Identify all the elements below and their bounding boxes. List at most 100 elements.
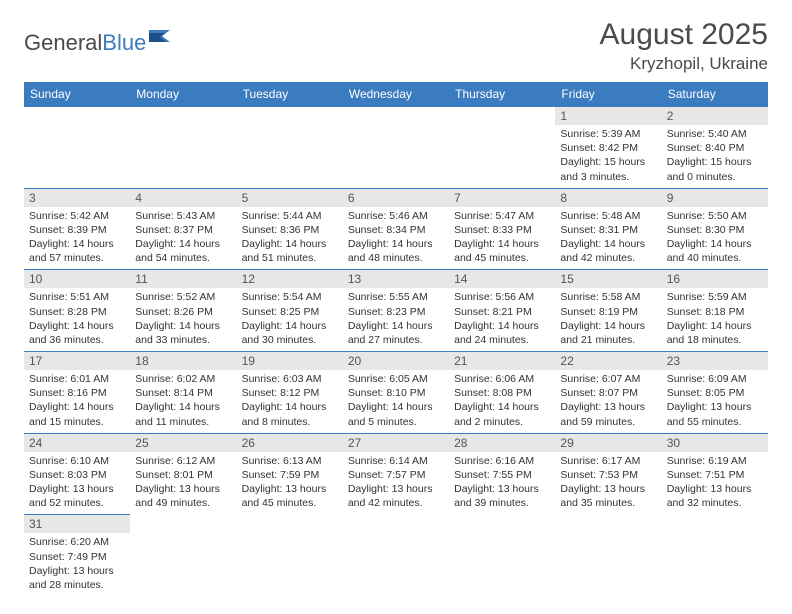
day-data: Sunrise: 5:54 AMSunset: 8:25 PMDaylight:… [237, 288, 343, 351]
day-number: 23 [662, 352, 768, 370]
sunset-text: Sunset: 8:05 PM [667, 386, 763, 400]
day-number: 15 [555, 270, 661, 288]
calendar-cell: 9Sunrise: 5:50 AMSunset: 8:30 PMDaylight… [662, 188, 768, 270]
flag-icon [148, 28, 174, 51]
sunset-text: Sunset: 8:28 PM [29, 305, 125, 319]
calendar-cell [237, 107, 343, 189]
day-number: 11 [130, 270, 236, 288]
calendar-cell: 4Sunrise: 5:43 AMSunset: 8:37 PMDaylight… [130, 188, 236, 270]
daylight-text: Daylight: 13 hours and 49 minutes. [135, 482, 231, 510]
day-number: 27 [343, 434, 449, 452]
day-number: 20 [343, 352, 449, 370]
sunset-text: Sunset: 8:10 PM [348, 386, 444, 400]
daylight-text: Daylight: 14 hours and 21 minutes. [560, 319, 656, 347]
day-data: Sunrise: 5:56 AMSunset: 8:21 PMDaylight:… [449, 288, 555, 351]
sunset-text: Sunset: 8:14 PM [135, 386, 231, 400]
month-title: August 2025 [600, 18, 768, 52]
day-data: Sunrise: 5:59 AMSunset: 8:18 PMDaylight:… [662, 288, 768, 351]
day-number: 6 [343, 189, 449, 207]
day-number: 10 [24, 270, 130, 288]
sunset-text: Sunset: 8:31 PM [560, 223, 656, 237]
daylight-text: Daylight: 14 hours and 8 minutes. [242, 400, 338, 428]
daylight-text: Daylight: 14 hours and 51 minutes. [242, 237, 338, 265]
calendar-cell: 12Sunrise: 5:54 AMSunset: 8:25 PMDayligh… [237, 270, 343, 352]
daylight-text: Daylight: 13 hours and 42 minutes. [348, 482, 444, 510]
sunset-text: Sunset: 8:40 PM [667, 141, 763, 155]
day-number: 4 [130, 189, 236, 207]
sunset-text: Sunset: 7:59 PM [242, 468, 338, 482]
calendar-cell: 22Sunrise: 6:07 AMSunset: 8:07 PMDayligh… [555, 352, 661, 434]
sunset-text: Sunset: 7:51 PM [667, 468, 763, 482]
daylight-text: Daylight: 14 hours and 45 minutes. [454, 237, 550, 265]
location-label: Kryzhopil, Ukraine [600, 54, 768, 74]
calendar-cell [449, 107, 555, 189]
sunrise-text: Sunrise: 5:40 AM [667, 127, 763, 141]
daylight-text: Daylight: 14 hours and 54 minutes. [135, 237, 231, 265]
day-number: 12 [237, 270, 343, 288]
calendar-cell: 8Sunrise: 5:48 AMSunset: 8:31 PMDaylight… [555, 188, 661, 270]
calendar-cell [343, 515, 449, 596]
calendar-table: SundayMondayTuesdayWednesdayThursdayFrid… [24, 82, 768, 596]
sunrise-text: Sunrise: 6:09 AM [667, 372, 763, 386]
daylight-text: Daylight: 13 hours and 39 minutes. [454, 482, 550, 510]
sunrise-text: Sunrise: 5:52 AM [135, 290, 231, 304]
day-data: Sunrise: 5:51 AMSunset: 8:28 PMDaylight:… [24, 288, 130, 351]
day-data: Sunrise: 6:13 AMSunset: 7:59 PMDaylight:… [237, 452, 343, 515]
calendar-cell: 24Sunrise: 6:10 AMSunset: 8:03 PMDayligh… [24, 433, 130, 515]
day-number: 25 [130, 434, 236, 452]
sunset-text: Sunset: 8:07 PM [560, 386, 656, 400]
day-data: Sunrise: 6:09 AMSunset: 8:05 PMDaylight:… [662, 370, 768, 433]
weekday-header: Sunday [24, 82, 130, 107]
sunset-text: Sunset: 8:25 PM [242, 305, 338, 319]
calendar-cell: 15Sunrise: 5:58 AMSunset: 8:19 PMDayligh… [555, 270, 661, 352]
day-number: 31 [24, 515, 130, 533]
calendar-cell [130, 107, 236, 189]
calendar-cell: 31Sunrise: 6:20 AMSunset: 7:49 PMDayligh… [24, 515, 130, 596]
calendar-cell: 13Sunrise: 5:55 AMSunset: 8:23 PMDayligh… [343, 270, 449, 352]
day-number: 14 [449, 270, 555, 288]
daylight-text: Daylight: 14 hours and 11 minutes. [135, 400, 231, 428]
calendar-cell: 10Sunrise: 5:51 AMSunset: 8:28 PMDayligh… [24, 270, 130, 352]
sunset-text: Sunset: 8:18 PM [667, 305, 763, 319]
day-data: Sunrise: 5:40 AMSunset: 8:40 PMDaylight:… [662, 125, 768, 188]
calendar-cell: 28Sunrise: 6:16 AMSunset: 7:55 PMDayligh… [449, 433, 555, 515]
sunrise-text: Sunrise: 5:46 AM [348, 209, 444, 223]
calendar-cell [24, 107, 130, 189]
day-data: Sunrise: 6:05 AMSunset: 8:10 PMDaylight:… [343, 370, 449, 433]
daylight-text: Daylight: 14 hours and 27 minutes. [348, 319, 444, 347]
calendar-cell: 2Sunrise: 5:40 AMSunset: 8:40 PMDaylight… [662, 107, 768, 189]
weekday-header: Friday [555, 82, 661, 107]
day-data: Sunrise: 5:52 AMSunset: 8:26 PMDaylight:… [130, 288, 236, 351]
calendar-head: SundayMondayTuesdayWednesdayThursdayFrid… [24, 82, 768, 107]
calendar-cell: 16Sunrise: 5:59 AMSunset: 8:18 PMDayligh… [662, 270, 768, 352]
sunset-text: Sunset: 7:55 PM [454, 468, 550, 482]
sunset-text: Sunset: 8:12 PM [242, 386, 338, 400]
daylight-text: Daylight: 14 hours and 33 minutes. [135, 319, 231, 347]
daylight-text: Daylight: 14 hours and 24 minutes. [454, 319, 550, 347]
day-data: Sunrise: 5:39 AMSunset: 8:42 PMDaylight:… [555, 125, 661, 188]
calendar-cell: 29Sunrise: 6:17 AMSunset: 7:53 PMDayligh… [555, 433, 661, 515]
daylight-text: Daylight: 14 hours and 2 minutes. [454, 400, 550, 428]
day-data: Sunrise: 6:01 AMSunset: 8:16 PMDaylight:… [24, 370, 130, 433]
calendar-body: 1Sunrise: 5:39 AMSunset: 8:42 PMDaylight… [24, 107, 768, 597]
daylight-text: Daylight: 13 hours and 32 minutes. [667, 482, 763, 510]
sunset-text: Sunset: 8:36 PM [242, 223, 338, 237]
calendar-cell: 27Sunrise: 6:14 AMSunset: 7:57 PMDayligh… [343, 433, 449, 515]
day-number: 5 [237, 189, 343, 207]
calendar-cell: 21Sunrise: 6:06 AMSunset: 8:08 PMDayligh… [449, 352, 555, 434]
sunrise-text: Sunrise: 5:56 AM [454, 290, 550, 304]
day-data: Sunrise: 6:07 AMSunset: 8:07 PMDaylight:… [555, 370, 661, 433]
calendar-week: 10Sunrise: 5:51 AMSunset: 8:28 PMDayligh… [24, 270, 768, 352]
daylight-text: Daylight: 14 hours and 40 minutes. [667, 237, 763, 265]
calendar-cell: 25Sunrise: 6:12 AMSunset: 8:01 PMDayligh… [130, 433, 236, 515]
sunrise-text: Sunrise: 5:47 AM [454, 209, 550, 223]
calendar-cell: 18Sunrise: 6:02 AMSunset: 8:14 PMDayligh… [130, 352, 236, 434]
calendar-cell: 11Sunrise: 5:52 AMSunset: 8:26 PMDayligh… [130, 270, 236, 352]
logo-text-general: General [24, 30, 102, 56]
day-number: 18 [130, 352, 236, 370]
day-data: Sunrise: 6:14 AMSunset: 7:57 PMDaylight:… [343, 452, 449, 515]
sunrise-text: Sunrise: 5:58 AM [560, 290, 656, 304]
calendar-cell: 1Sunrise: 5:39 AMSunset: 8:42 PMDaylight… [555, 107, 661, 189]
sunset-text: Sunset: 8:37 PM [135, 223, 231, 237]
day-data: Sunrise: 6:19 AMSunset: 7:51 PMDaylight:… [662, 452, 768, 515]
